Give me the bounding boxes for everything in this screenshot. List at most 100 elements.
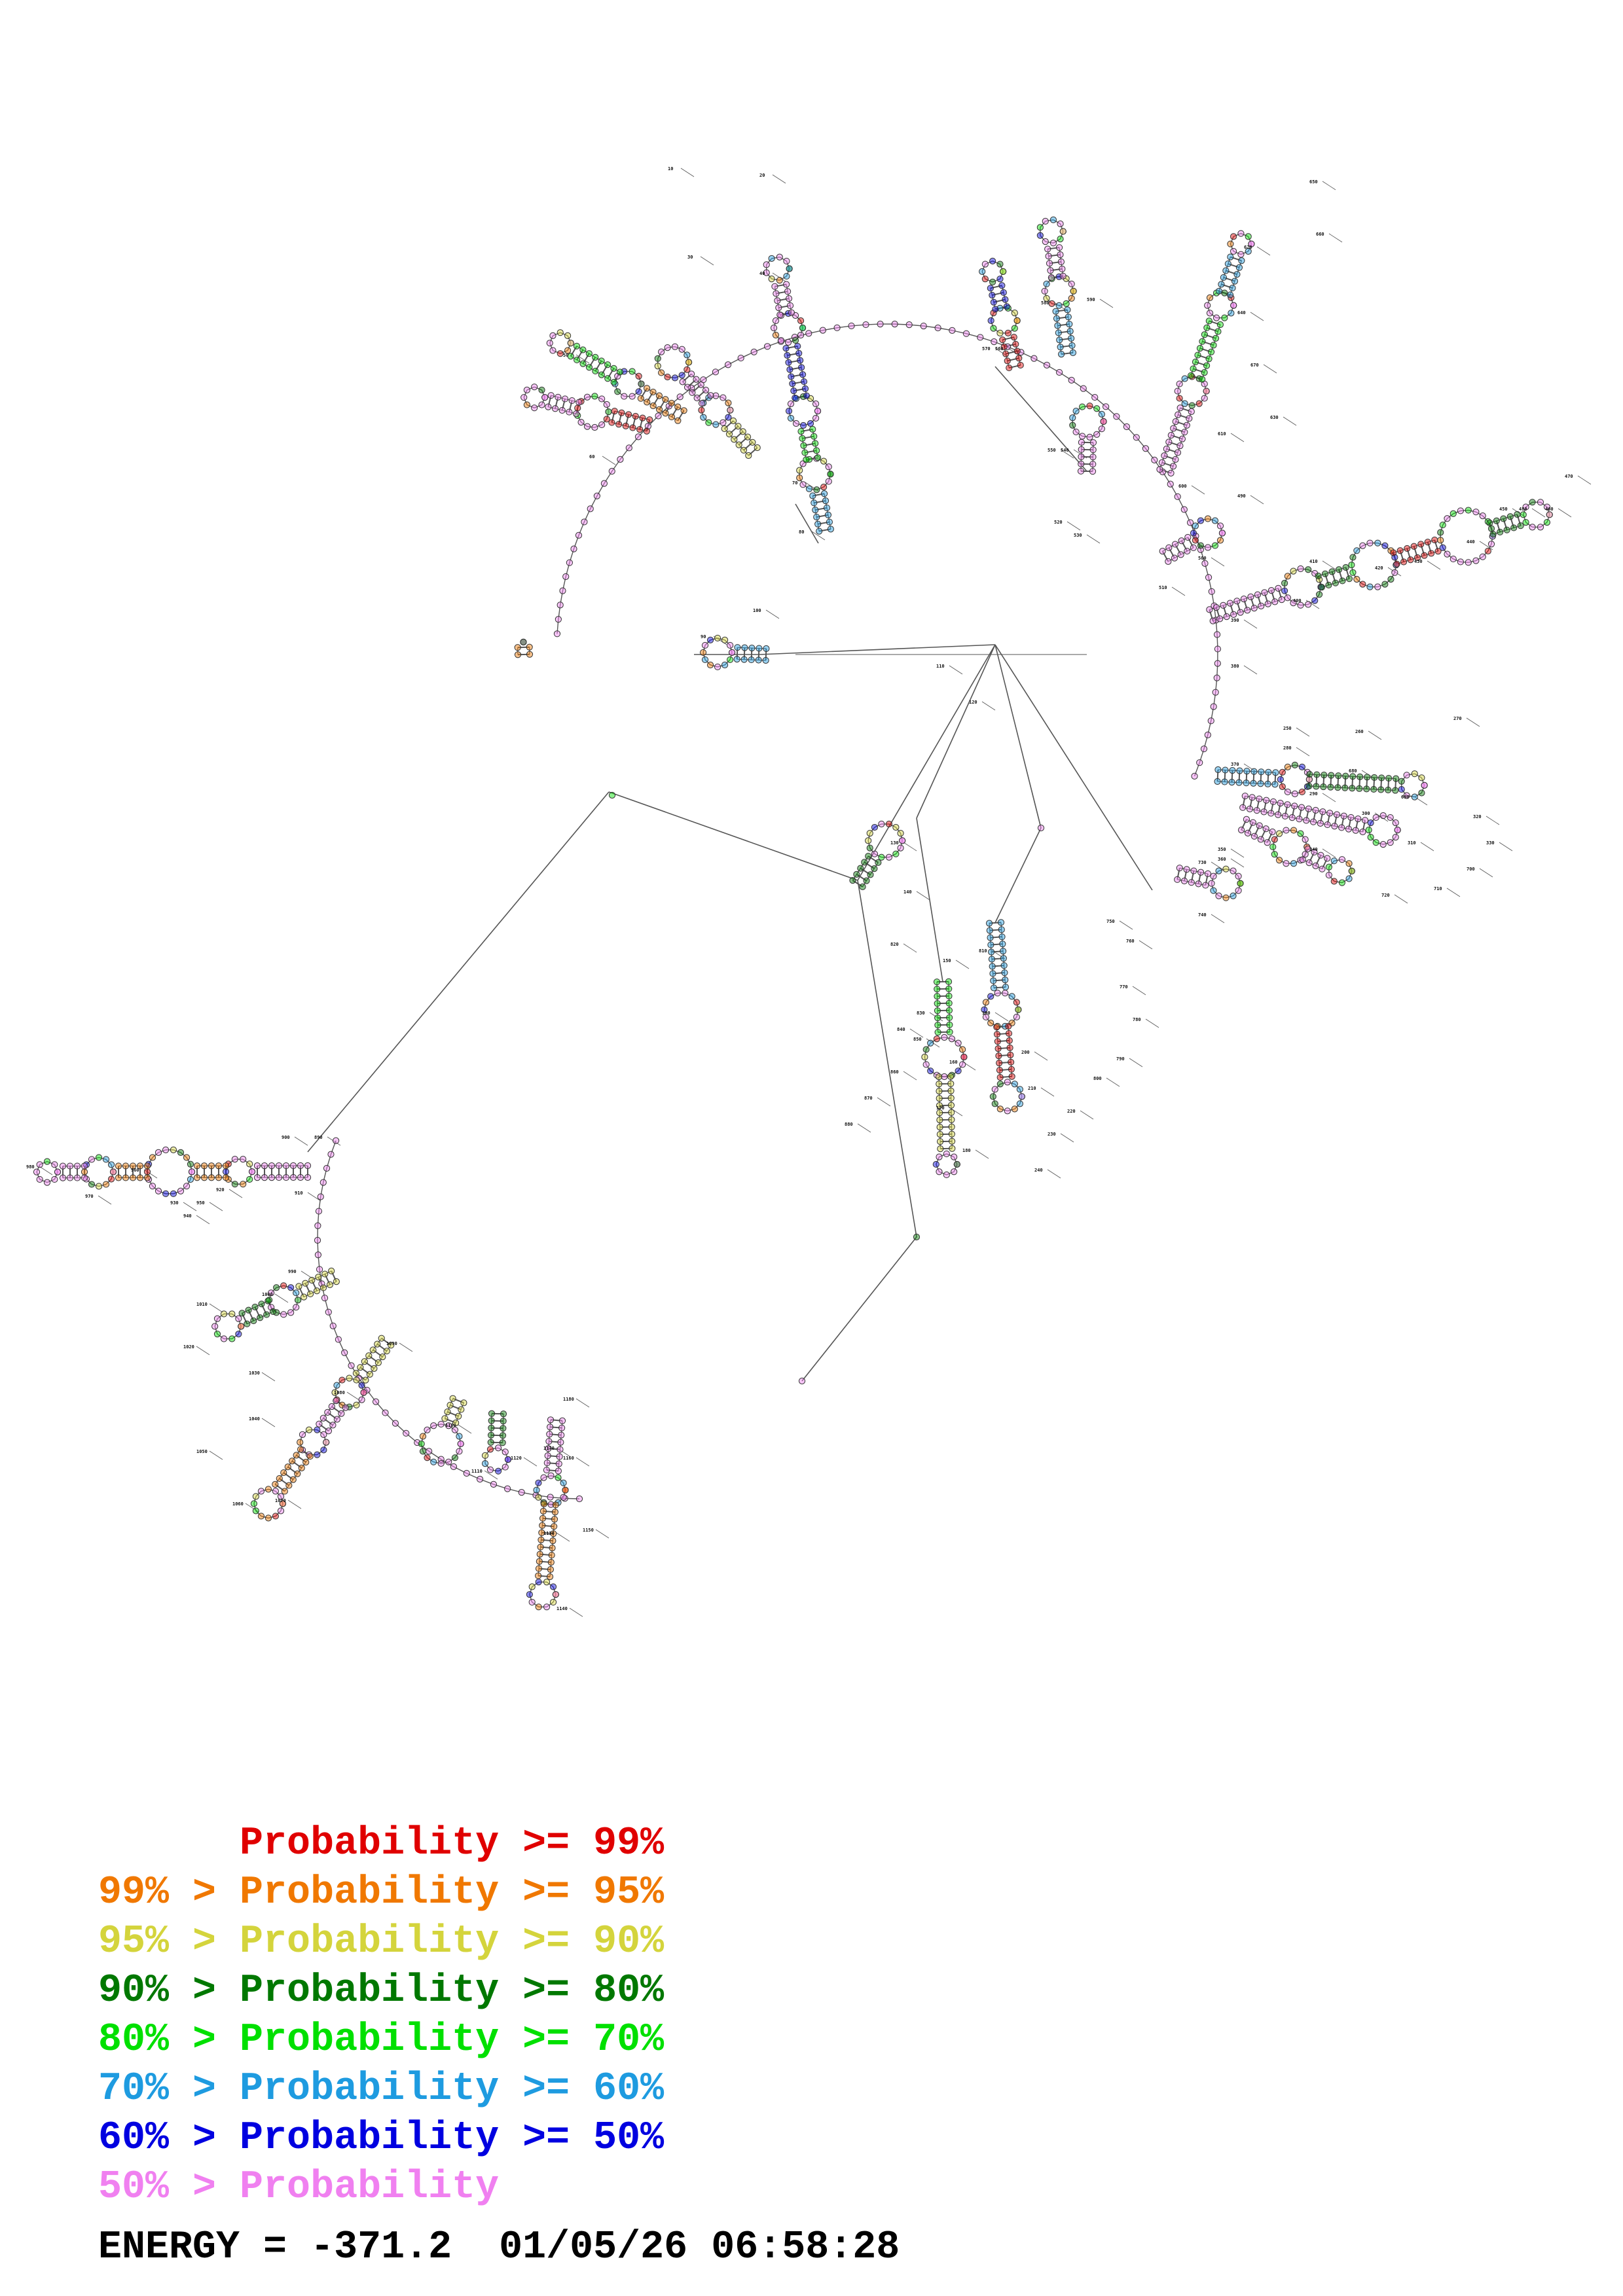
backbone-segment [909, 324, 924, 327]
backbone-segment [538, 1477, 545, 1484]
nucleotide [585, 364, 593, 371]
nucleotide [392, 1420, 399, 1427]
nucleotide [678, 346, 685, 353]
nucleotide [570, 545, 577, 552]
nucleotide [981, 276, 989, 283]
backbone-segment [985, 260, 993, 265]
backbone-segment [399, 1342, 413, 1352]
nucleotide [617, 456, 624, 463]
nucleotide [853, 870, 860, 878]
backbone-segment [1358, 818, 1366, 821]
backbone-segment [733, 431, 744, 440]
backbone-segment [1229, 603, 1235, 615]
backbone-segment [611, 459, 621, 472]
nucleotide [1315, 591, 1323, 598]
nucleotide [1484, 547, 1491, 555]
nucleotide [533, 1486, 540, 1494]
nucleotide [549, 332, 556, 339]
nucleotide [803, 456, 810, 463]
time-stamp: 06:58:28 [711, 2225, 900, 2270]
backbone-segment [754, 346, 768, 353]
nucleotide [1197, 517, 1205, 524]
backbone-segment [98, 1183, 107, 1187]
nucleotide [1089, 454, 1097, 461]
nucleotide [947, 1087, 955, 1094]
nucleotide [1036, 224, 1044, 231]
backbone-segment [930, 1038, 938, 1044]
backbone-segment [1476, 556, 1484, 562]
backbone-segment [1254, 836, 1262, 840]
position-label: 1160 [563, 1456, 574, 1461]
backbone-segment [1253, 783, 1261, 784]
backbone-segment [340, 1407, 346, 1414]
nucleotide [270, 1308, 277, 1315]
backbone-segment [1204, 327, 1207, 335]
nucleotide [987, 934, 994, 941]
backbone-segment [381, 1337, 392, 1346]
backbone-segment [1321, 855, 1328, 859]
nucleotide [1342, 564, 1349, 571]
backbone-segment [1184, 880, 1192, 883]
backbone-segment [1241, 819, 1247, 831]
position-label: 1120 [511, 1456, 522, 1461]
backbone-segment [805, 388, 807, 396]
nucleotide [996, 1066, 1004, 1074]
nucleotide [445, 1422, 452, 1429]
backbone-segment [788, 298, 791, 306]
nucleotide [1381, 542, 1389, 549]
nucleotide [280, 1282, 287, 1289]
nucleotide [725, 399, 732, 406]
nucleotide [1057, 258, 1065, 266]
position-label: 290 [1309, 791, 1318, 797]
backbone-segment [776, 291, 788, 295]
position-label: 50 [563, 353, 568, 358]
nucleotide [1186, 519, 1194, 526]
nucleotide [1325, 581, 1332, 589]
nucleotide [1213, 314, 1220, 321]
backbone-segment [888, 853, 896, 858]
nucleotide [1271, 851, 1278, 858]
nucleotide [1247, 593, 1254, 600]
nucleotide [1000, 289, 1007, 296]
backbone-segment [824, 493, 826, 501]
nucleotide [279, 1500, 287, 1507]
backbone-segment [1215, 620, 1218, 635]
nucleotide [1098, 425, 1105, 433]
backbone-segment [704, 639, 711, 646]
backbone-segment [816, 514, 829, 518]
nucleotide [51, 1161, 58, 1168]
backbone-segment [813, 436, 816, 444]
nucleotide [1190, 365, 1197, 372]
nucleotide [1305, 805, 1312, 812]
position-label: 610 [1218, 431, 1226, 437]
backbone-segment [729, 425, 739, 435]
nucleotide [1001, 969, 1008, 977]
backbone-segment [543, 1503, 545, 1511]
backbone-segment [1211, 706, 1214, 721]
backbone-segment [926, 1038, 940, 1048]
backbone-segment [1292, 817, 1300, 819]
nucleotide [1186, 415, 1193, 422]
backbone-segment [857, 644, 996, 881]
backbone-segment [1164, 455, 1176, 460]
nucleotide [644, 422, 652, 430]
backbone-segment [999, 1061, 1012, 1064]
position-label: 1040 [249, 1416, 260, 1422]
nucleotide [676, 393, 684, 401]
backbone-segment [1004, 992, 1012, 997]
nucleotide [774, 297, 781, 304]
backbone-segment [727, 357, 741, 365]
backbone-segment [534, 386, 542, 391]
backbone-segment [1191, 485, 1205, 495]
backbone-segment [962, 1061, 976, 1071]
nucleotide [1078, 453, 1085, 460]
nucleotide [994, 990, 1001, 997]
backbone-segment [1387, 778, 1390, 791]
nucleotide [231, 1181, 238, 1188]
backbone-segment [1243, 598, 1249, 611]
nucleotide [1250, 780, 1257, 787]
backbone-segment [376, 1343, 388, 1352]
nucleotide [1520, 511, 1527, 518]
nucleotide [1500, 515, 1507, 522]
backbone-segment [302, 1429, 310, 1435]
